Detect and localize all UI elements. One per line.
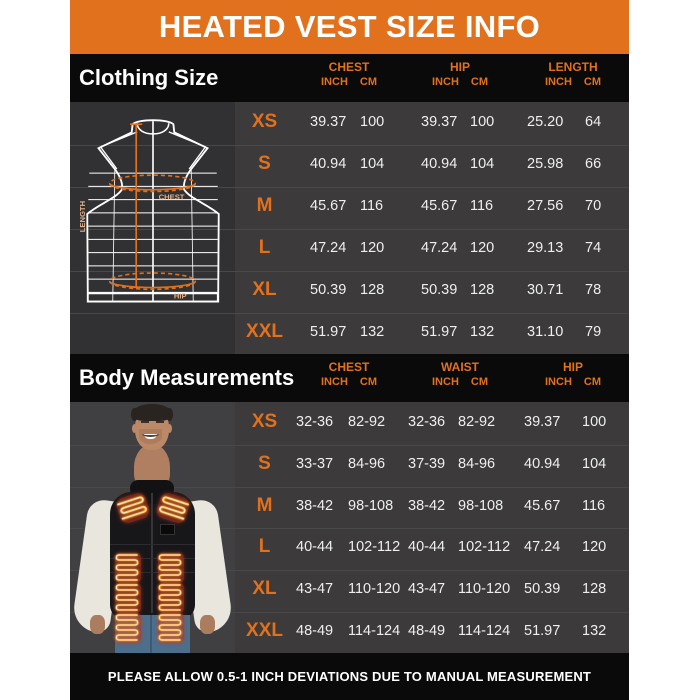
svg-text:LENGTH: LENGTH — [78, 201, 87, 232]
svg-text:HIP: HIP — [174, 291, 187, 300]
svg-text:CHEST: CHEST — [159, 193, 185, 202]
